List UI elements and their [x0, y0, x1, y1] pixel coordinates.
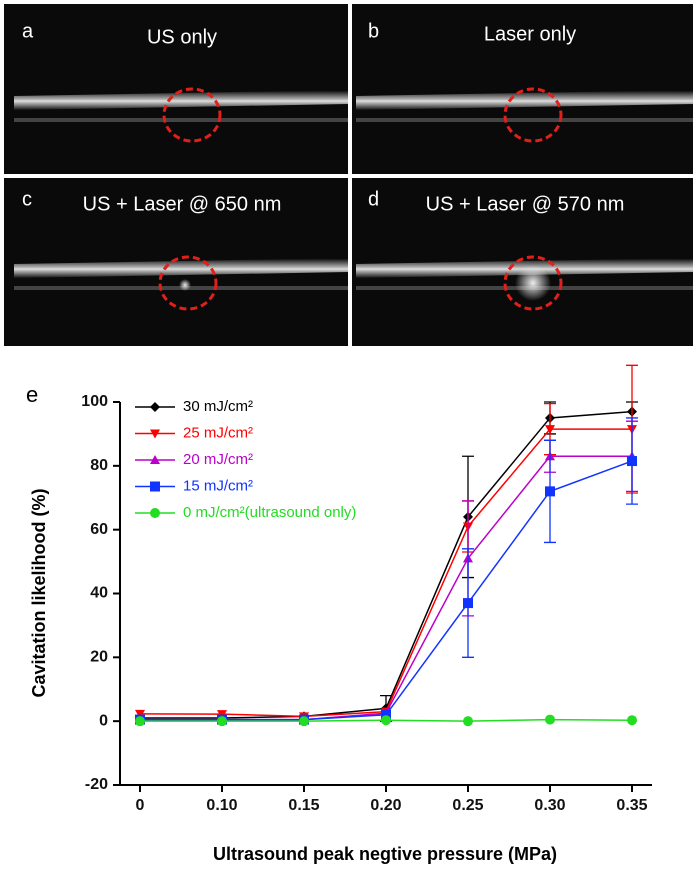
marker	[463, 716, 473, 727]
series-line	[140, 455, 632, 721]
panel-letter: d	[368, 188, 379, 210]
panel-title: US + Laser @ 570 nm	[426, 193, 625, 215]
marker	[299, 716, 309, 727]
legend-marker	[150, 429, 160, 439]
x-tick-label: 0.25	[452, 797, 483, 814]
panel-title: US only	[147, 26, 217, 48]
marker	[627, 715, 637, 726]
marker	[627, 456, 637, 467]
y-tick-label: 100	[81, 393, 108, 410]
y-tick-label: -20	[85, 776, 108, 793]
panel-d: d US + Laser @ 570 nm	[352, 178, 693, 346]
y-tick-label: 60	[90, 521, 108, 538]
legend-label: 30 mJ/cm²	[183, 398, 253, 415]
marker	[381, 709, 391, 720]
legend-label: 20 mJ/cm²	[183, 451, 253, 468]
panel-a: a US only	[4, 4, 348, 174]
marker	[463, 598, 473, 609]
x-axis-label: Ultrasound peak negtive pressure (MPa)	[213, 844, 557, 864]
y-tick-label: 80	[90, 457, 108, 474]
marker	[545, 714, 555, 725]
x-tick-label: 0.10	[206, 797, 237, 814]
legend-marker	[150, 481, 160, 492]
y-tick-label: 20	[90, 649, 108, 666]
panel-letter: b	[368, 20, 379, 42]
panel-letter: a	[22, 20, 34, 42]
marker	[135, 709, 145, 719]
panel-letter: e	[26, 382, 38, 407]
marker	[135, 716, 145, 727]
x-tick-label: 0	[136, 797, 145, 814]
x-tick-label: 0.30	[534, 797, 565, 814]
series-line	[139, 428, 632, 718]
marker	[545, 486, 555, 497]
y-axis-label: Cavitation likelihood (%)	[29, 488, 49, 697]
marker	[545, 425, 555, 435]
legend-marker	[150, 402, 160, 412]
legend-label: 15 mJ/cm²	[183, 477, 253, 494]
series-line	[140, 460, 633, 721]
marker	[381, 715, 391, 726]
panel-c: c US + Laser @ 650 nm	[4, 178, 348, 346]
legend-marker	[150, 455, 160, 464]
y-tick-label: 0	[99, 712, 108, 729]
panel-b: b Laser only	[352, 4, 693, 174]
x-tick-label: 0.15	[288, 797, 319, 814]
legend-label: 25 mJ/cm²	[183, 424, 253, 441]
marker	[217, 716, 227, 727]
y-tick-label: 40	[90, 585, 108, 602]
x-tick-label: 0.20	[370, 797, 401, 814]
legend-marker	[150, 508, 160, 518]
panel-title: Laser only	[484, 23, 576, 45]
legend-label: 0 mJ/cm²(ultrasound only)	[183, 504, 356, 521]
x-tick-label: 0.35	[616, 797, 647, 814]
panel-title: US + Laser @ 650 nm	[83, 193, 282, 215]
panel-letter: c	[22, 188, 32, 210]
